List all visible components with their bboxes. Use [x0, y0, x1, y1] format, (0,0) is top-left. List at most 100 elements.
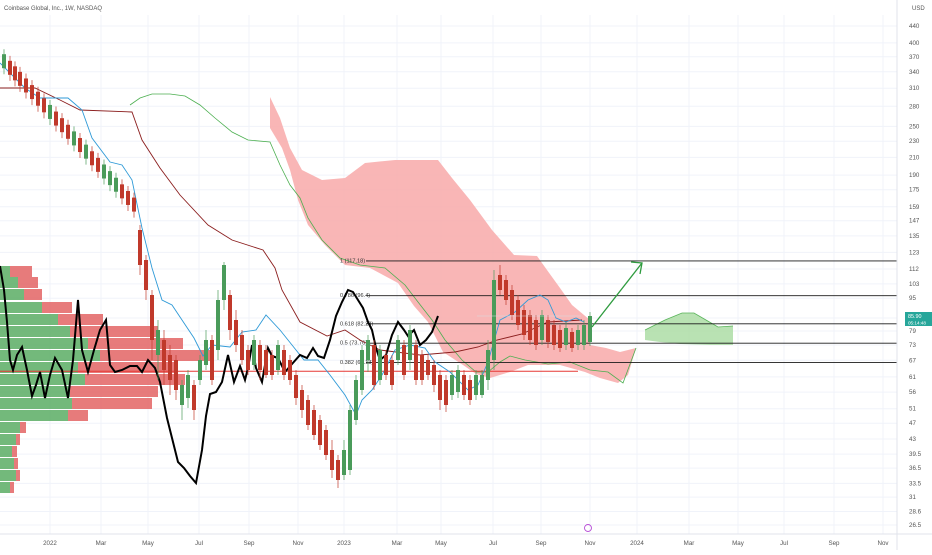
time-axis[interactable]: 2022 Mar May Jul Sep Nov 2023 Mar May Jul Sep Nov 20…: [0, 533, 932, 547]
candle-up: [276, 345, 280, 370]
fib-label-05: 0.5 (73.76): [340, 341, 367, 347]
volume-bar-up: [0, 410, 68, 421]
volume-bar-down: [16, 470, 20, 481]
candle-down: [13, 66, 17, 81]
candle-down: [510, 290, 514, 315]
candle-down: [120, 184, 124, 199]
price-tick-label: 440: [909, 23, 920, 30]
candle-down: [144, 260, 148, 290]
candle-up: [474, 375, 478, 395]
candle-down: [414, 345, 418, 380]
candle-down: [444, 380, 448, 405]
candle-up: [102, 164, 106, 179]
candle-down: [306, 400, 310, 425]
time-tick-label: Sep: [243, 540, 255, 547]
candle-down: [126, 190, 130, 205]
candle-up: [72, 131, 76, 146]
candle-up: [108, 171, 112, 186]
candle-down: [30, 85, 34, 100]
time-tick-label: Mar: [392, 540, 403, 547]
candle-down: [162, 340, 166, 370]
volume-bar-down: [68, 410, 88, 421]
price-tick-label: 210: [909, 154, 920, 161]
price-tick-label: 61: [909, 374, 916, 381]
fib-label-0382: 0.382 (66.13): [340, 360, 373, 366]
price-tick-label: 31: [909, 494, 916, 501]
price-tick-label: 135: [909, 233, 920, 240]
candle-up: [360, 350, 364, 390]
candle-up: [354, 380, 358, 420]
volume-bar-up: [0, 374, 85, 385]
volume-bar-down: [10, 482, 14, 493]
candle-down: [246, 350, 250, 370]
candle-down: [558, 330, 562, 348]
event-marker-icon: [584, 524, 592, 532]
price-tick-label: 230: [909, 138, 920, 145]
fib-label-0618: 0.618 (82.28): [340, 321, 373, 327]
candle-down: [390, 360, 394, 385]
volume-bar-down: [20, 422, 26, 433]
price-axis[interactable]: 440 400 370 340 310 280 250 230 210 190 175 159 147 1…: [896, 0, 922, 550]
candle-down: [270, 355, 274, 375]
volume-bar-down: [10, 266, 32, 277]
volume-bar-up: [0, 422, 20, 433]
time-tick-label: May: [732, 540, 745, 547]
symbol-title: Coinbase Global, Inc., 1W, NASDAQ: [4, 6, 102, 12]
time-tick-label: 2023: [337, 540, 351, 547]
price-tick-label: 73: [909, 342, 916, 349]
candle-up: [48, 104, 52, 119]
time-tick-label: Nov: [877, 540, 889, 547]
candle-up: [588, 316, 592, 342]
candle-up: [492, 280, 496, 360]
tenkan-sen: [0, 62, 585, 417]
senkou-span-a: [129, 93, 637, 384]
volume-bar-up: [0, 446, 12, 457]
currency-label: USD: [912, 6, 925, 12]
price-tick-label: 280: [909, 103, 920, 110]
candle-down: [258, 345, 262, 370]
volume-bar-up: [0, 266, 10, 277]
price-tick-label: 103: [909, 281, 920, 288]
candle-up: [198, 360, 202, 380]
volume-bar-down: [88, 338, 183, 349]
candle-down: [522, 310, 526, 335]
price-tick-label: 250: [909, 123, 920, 130]
time-tick-label: Sep: [535, 540, 547, 547]
candle-down: [528, 315, 532, 340]
volume-bar-up: [0, 277, 18, 288]
last-price-tag: 85.90 05:14:48: [905, 312, 932, 326]
candle-up: [366, 340, 370, 360]
candle-up: [576, 330, 580, 345]
price-tick-label: 112: [909, 266, 919, 273]
candle-down: [504, 280, 508, 300]
volume-bar-up: [0, 338, 88, 349]
candle-down: [24, 78, 28, 93]
last-price-tag-bg: [905, 312, 932, 326]
volume-profile: [0, 266, 210, 493]
price-tick-label: 51: [909, 406, 916, 413]
kumo-bearish: [270, 97, 636, 383]
candle-up: [396, 340, 400, 360]
price-tick-label: 123: [909, 249, 920, 256]
candle-down: [210, 340, 214, 380]
price-tick-label: 175: [909, 187, 920, 194]
volume-bar-up: [0, 326, 70, 337]
candle-down: [426, 360, 430, 375]
price-tick-label: 370: [909, 54, 920, 61]
price-tick-label: 47: [909, 420, 916, 427]
price-tick-label: 39.5: [909, 451, 922, 458]
candle-down: [462, 375, 466, 395]
candle-down: [174, 360, 178, 390]
time-tick-label: May: [142, 540, 155, 547]
candle-down: [138, 230, 142, 265]
candle-down: [468, 380, 472, 400]
candle-down: [420, 355, 424, 380]
volume-bar-down: [72, 398, 152, 409]
volume-bar-down: [85, 374, 185, 385]
volume-bar-down: [12, 446, 17, 457]
candle-up: [180, 385, 184, 405]
candle-down: [372, 345, 376, 385]
candle-down: [18, 71, 22, 86]
